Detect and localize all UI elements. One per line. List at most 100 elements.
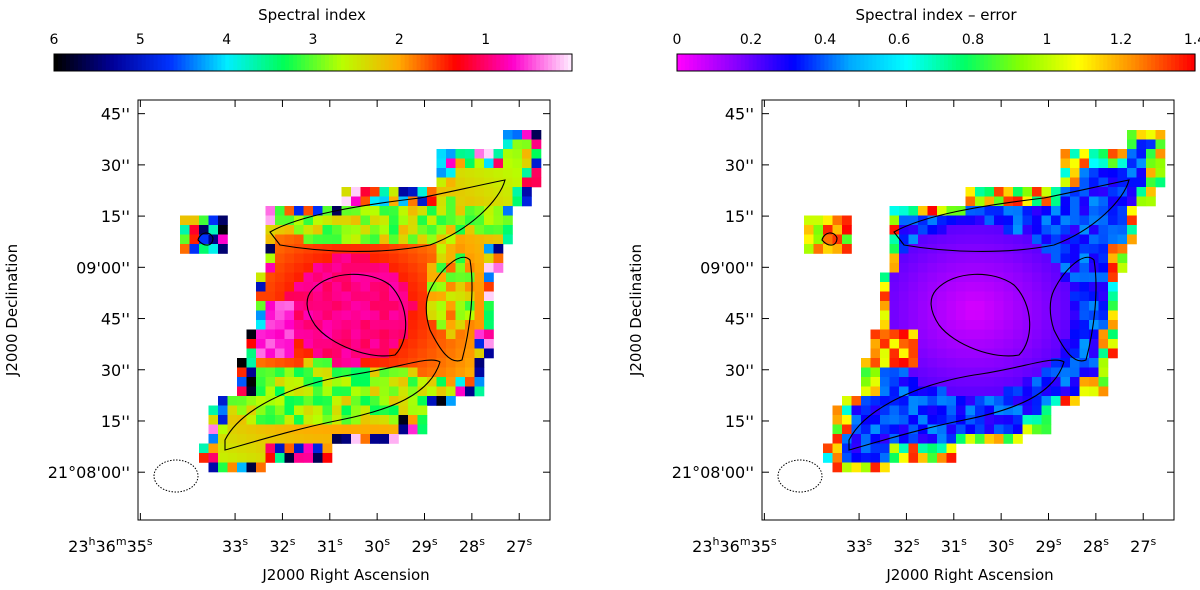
- map-pixel: [360, 434, 371, 444]
- map-pixel: [370, 396, 380, 406]
- map-pixel: [379, 339, 390, 349]
- map-pixel: [246, 462, 257, 473]
- map-pixel: [379, 386, 390, 397]
- map-pixel: [313, 215, 323, 226]
- map-pixel: [1127, 234, 1137, 245]
- ra-tick-label: 23h36m35s: [692, 535, 777, 556]
- map-pixel: [889, 215, 900, 226]
- map-pixel: [484, 225, 494, 235]
- map-pixel: [1022, 272, 1033, 283]
- map-pixel: [994, 282, 1004, 292]
- map-pixel: [1108, 291, 1118, 302]
- map-pixel: [1079, 253, 1090, 264]
- map-pixel: [1070, 348, 1080, 359]
- map-pixel: [927, 424, 938, 435]
- map-pixel: [284, 320, 295, 330]
- colorbar-swatch: [504, 54, 509, 71]
- map-pixel: [870, 453, 881, 463]
- map-pixel: [1089, 348, 1099, 359]
- map-pixel: [218, 415, 228, 425]
- map-pixel: [1155, 158, 1166, 169]
- colorbar-swatch: [979, 54, 985, 71]
- map-pixel: [379, 377, 390, 387]
- map-pixel: [408, 263, 418, 273]
- map-pixel: [455, 301, 466, 311]
- map-pixel: [1003, 244, 1014, 254]
- map-pixel: [842, 396, 852, 406]
- map-pixel: [937, 434, 947, 444]
- map-pixel: [899, 434, 909, 444]
- map-pixel: [1003, 215, 1014, 226]
- map-pixel: [351, 234, 361, 245]
- map-pixel: [436, 263, 447, 273]
- map-pixel: [899, 424, 909, 435]
- map-pixel: [1098, 329, 1109, 340]
- map-pixel: [1022, 234, 1033, 245]
- map-pixel: [1060, 310, 1071, 321]
- map-pixel: [389, 187, 399, 197]
- map-pixel: [446, 367, 456, 378]
- map-pixel: [889, 405, 900, 416]
- map-pixel: [398, 367, 409, 378]
- colorbar-swatch: [113, 54, 119, 71]
- map-pixel: [975, 434, 985, 444]
- map-pixel: [218, 434, 228, 444]
- map-pixel: [512, 196, 523, 207]
- map-pixel: [1013, 244, 1023, 254]
- map-pixel: [975, 234, 985, 245]
- map-pixel: [341, 206, 352, 216]
- map-pixel: [927, 253, 938, 264]
- map-pixel: [1013, 396, 1023, 406]
- colorbar-swatch: [225, 54, 230, 71]
- colorbar-border: [53, 53, 573, 72]
- map-pixel: [1060, 215, 1071, 226]
- map-pixel: [1051, 244, 1061, 254]
- map-pixel: [465, 168, 475, 178]
- map-pixel: [313, 405, 323, 416]
- map-pixel: [218, 424, 228, 435]
- map-pixel: [804, 234, 814, 245]
- map-pixel: [927, 301, 938, 311]
- map-pixel: [303, 206, 314, 216]
- map-pixel: [398, 225, 409, 235]
- colorbar-swatch: [384, 54, 390, 71]
- colorbar-swatch: [141, 54, 147, 71]
- map-pixel: [474, 367, 485, 378]
- map-pixel: [379, 310, 390, 321]
- map-pixel: [512, 139, 523, 150]
- map-pixel: [389, 415, 399, 425]
- map-pixel: [899, 234, 909, 245]
- colorbar-swatch: [1123, 54, 1128, 71]
- map-pixel: [965, 377, 976, 387]
- colorbar-swatch: [696, 54, 702, 71]
- colorbar-tick-label: 4: [222, 32, 231, 48]
- map-pixel: [417, 225, 428, 235]
- map-pixel: [360, 244, 371, 254]
- colorbar-swatch: [1151, 54, 1156, 71]
- map-pixel: [341, 348, 352, 359]
- map-pixel: [322, 301, 333, 311]
- map-pixel: [1003, 196, 1014, 207]
- colorbar-swatch: [57, 54, 63, 71]
- map-pixel: [265, 367, 276, 378]
- colorbar-swatch: [768, 54, 774, 71]
- colorbar-swatch: [991, 54, 997, 71]
- map-pixel: [493, 225, 504, 235]
- colorbar-swatch: [939, 54, 945, 71]
- map-pixel: [908, 310, 919, 321]
- colorbar-swatch: [876, 54, 881, 71]
- map-pixel: [1079, 358, 1090, 368]
- map-pixel: [984, 415, 995, 425]
- map-pixel: [1041, 234, 1052, 245]
- map-pixel: [889, 434, 900, 444]
- map-pixel: [1013, 367, 1023, 378]
- map-pixel: [322, 434, 333, 444]
- panel2-colorbar-title: Spectral index – error: [855, 6, 1017, 24]
- map-pixel: [474, 348, 485, 359]
- map-pixel: [370, 386, 380, 397]
- map-pixel: [1155, 139, 1166, 150]
- map-pixel: [937, 396, 947, 406]
- map-pixel: [1146, 158, 1156, 169]
- map-pixel: [455, 168, 466, 178]
- map-pixel: [284, 206, 295, 216]
